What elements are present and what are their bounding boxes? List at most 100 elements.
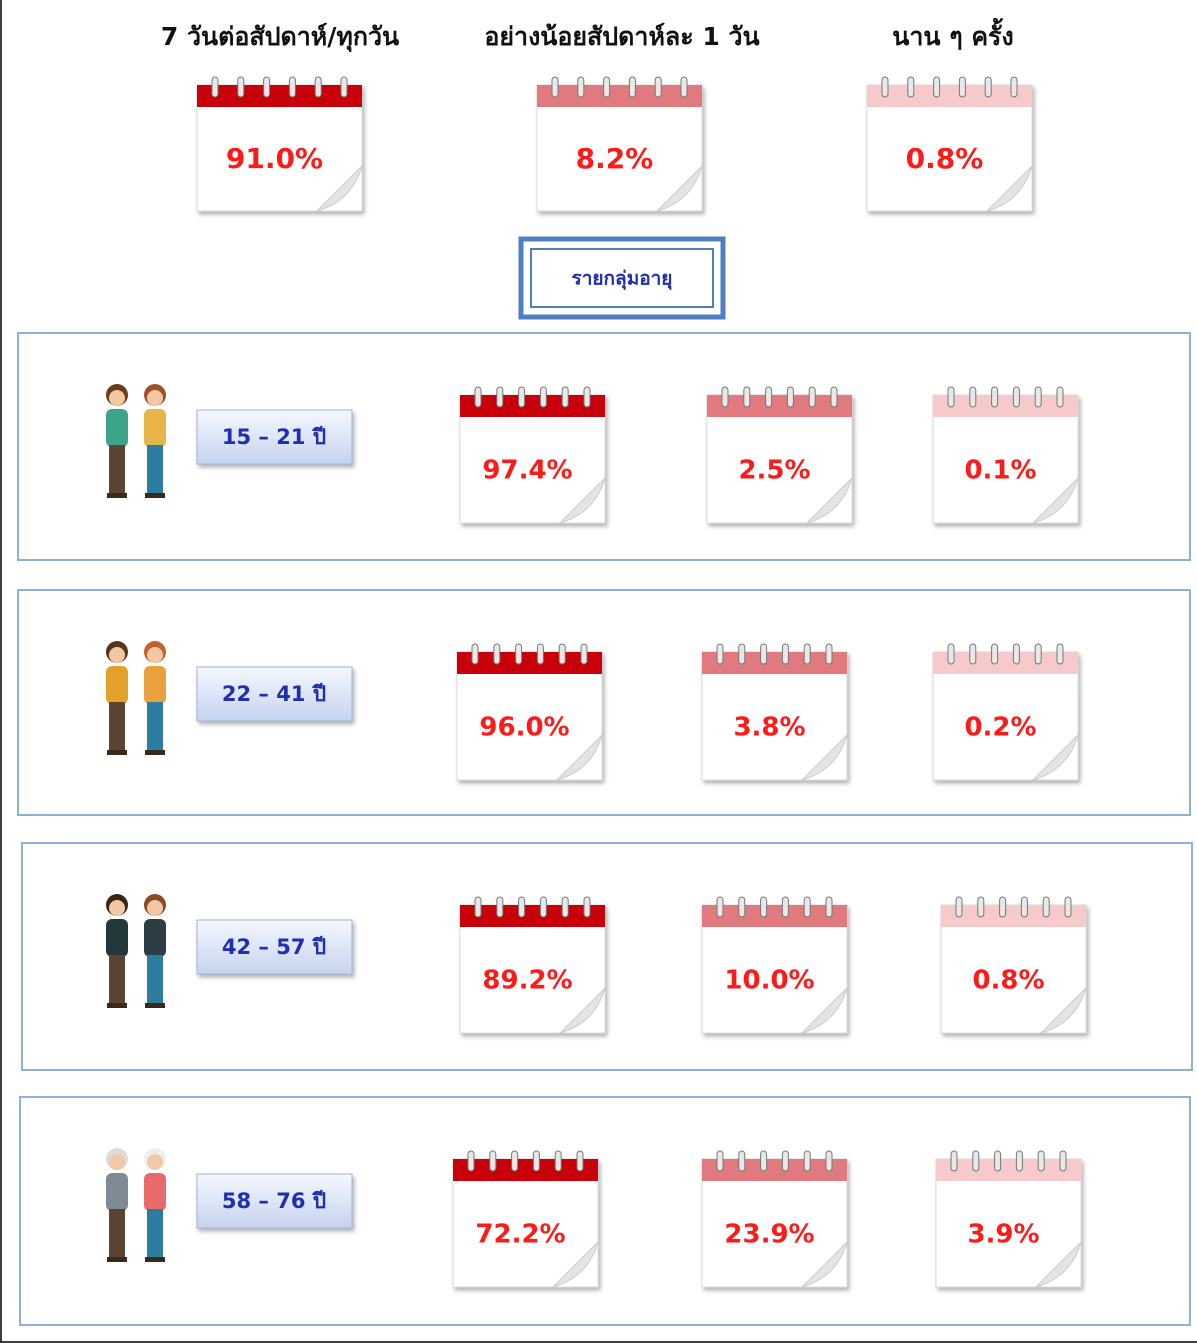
body [144, 409, 166, 447]
calendar-ring [554, 1150, 562, 1172]
calendar-ring [1012, 386, 1020, 408]
column-title: อย่างน้อยสัปดาห์ละ 1 วัน [484, 22, 759, 51]
shoes [107, 493, 127, 498]
shoes [145, 750, 165, 755]
page-curl [800, 1240, 849, 1289]
calendar-ring [991, 386, 999, 408]
calendar-ring [933, 76, 941, 98]
page-curl [655, 164, 704, 213]
calendar-band [453, 1159, 598, 1181]
calendar-ring [603, 76, 611, 98]
calendar-ring [786, 386, 794, 408]
legs [147, 1209, 163, 1259]
calendar-ring [496, 386, 504, 408]
page-curl [800, 986, 849, 1035]
calendar-ring [781, 643, 789, 665]
calendar-ring [314, 76, 322, 98]
calendar: 72.2% [452, 1150, 600, 1289]
percent-value: 3.9% [967, 1220, 1039, 1250]
percent-value: 91.0% [226, 142, 323, 175]
calendar-ring [825, 896, 833, 918]
percent-value: 0.8% [972, 966, 1044, 996]
calendar-ring [738, 1150, 746, 1172]
calendar-ring [539, 386, 547, 408]
calendar-ring [721, 386, 729, 408]
page-curl [315, 164, 364, 213]
calendar-band [707, 395, 852, 417]
age-label: 58 – 76 ปี [222, 1189, 326, 1213]
calendar: 2.5% [706, 386, 854, 525]
page-curl [805, 476, 854, 525]
shoes [107, 750, 127, 755]
body [106, 1173, 128, 1211]
page-curl [551, 1240, 600, 1289]
body [144, 666, 166, 704]
calendar-ring [999, 896, 1007, 918]
calendar: 96.0% [456, 643, 604, 782]
calendar-ring [765, 386, 773, 408]
calendar-ring [808, 386, 816, 408]
legs [147, 702, 163, 752]
column-title: 7 วันต่อสัปดาห์/ทุกวัน [161, 22, 399, 53]
calendar: 0.8% [940, 896, 1088, 1035]
face [109, 647, 125, 663]
calendar-ring [561, 896, 569, 918]
face [147, 900, 163, 916]
calendar: 3.9% [935, 1150, 1083, 1289]
face [109, 900, 125, 916]
calendar-ring [803, 643, 811, 665]
calendar-ring [950, 1150, 958, 1172]
calendar-ring [907, 76, 915, 98]
shoes [145, 1257, 165, 1262]
calendar-band [457, 652, 602, 674]
percent-value: 23.9% [724, 1220, 814, 1250]
face [147, 390, 163, 406]
calendar: 91.0% [196, 76, 364, 213]
calendar-ring [760, 643, 768, 665]
people-illustration [106, 894, 166, 1008]
legs [109, 445, 125, 495]
calendar-ring [511, 1150, 519, 1172]
face [109, 390, 125, 406]
calendar-ring [1020, 896, 1028, 918]
face [147, 647, 163, 663]
percent-value: 2.5% [738, 456, 810, 486]
calendar-ring [1012, 643, 1020, 665]
calendar-ring [977, 896, 985, 918]
legs [109, 955, 125, 1005]
calendar-ring [1015, 1150, 1023, 1172]
calendar-band [460, 905, 605, 927]
page-curl [1031, 733, 1080, 782]
section-label: รายกลุ่มอายุ [572, 268, 673, 291]
calendar-band [197, 85, 362, 107]
age-label-box [196, 1173, 353, 1229]
page-curl [985, 164, 1034, 213]
percent-value: 89.2% [482, 966, 572, 996]
legs [147, 445, 163, 495]
shoes [145, 1003, 165, 1008]
calendar-ring [1056, 386, 1064, 408]
calendar-ring [830, 386, 838, 408]
body [106, 409, 128, 447]
calendar-ring [1042, 896, 1050, 918]
percent-value: 96.0% [479, 713, 569, 743]
calendar-ring [263, 76, 271, 98]
calendar-ring [958, 76, 966, 98]
page-curl [558, 476, 607, 525]
calendar-ring [803, 896, 811, 918]
calendar-ring [1010, 76, 1018, 98]
calendar-band [460, 395, 605, 417]
shoes [107, 1003, 127, 1008]
calendar: 3.8% [701, 643, 849, 782]
calendar-ring [743, 386, 751, 408]
page-curl [555, 733, 604, 782]
age-label-box [196, 919, 353, 975]
calendar-ring [680, 76, 688, 98]
body [106, 919, 128, 957]
calendar-ring [580, 643, 588, 665]
calendar-ring [994, 1150, 1002, 1172]
calendar-ring [539, 896, 547, 918]
body [144, 919, 166, 957]
